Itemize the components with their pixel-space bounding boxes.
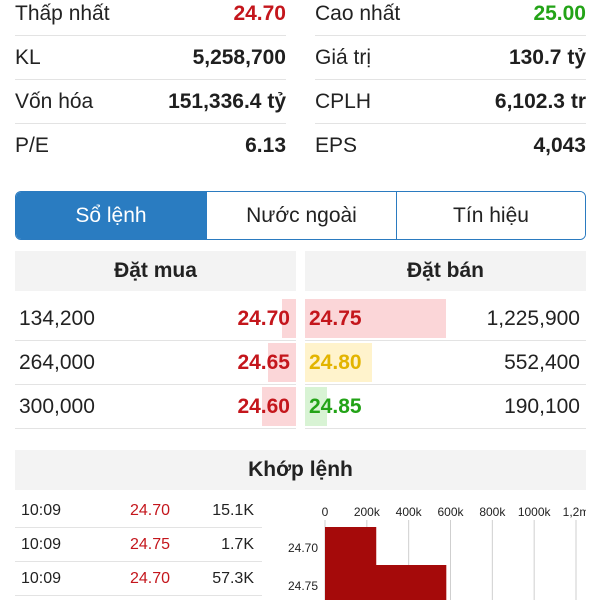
order-volume: 134,200 [19,306,95,330]
order-price: 24.65 [237,350,290,374]
stat-label: Giá trị [315,45,372,69]
trade-price: 24.70 [130,501,171,519]
x-tick-label: 1,2m [563,505,586,519]
matched-orders-header: Khớp lệnh [15,450,586,490]
volume-bar [325,565,447,600]
trade-time: 10:09 [21,501,62,519]
stat-value: 6,102.3 tr [494,89,586,113]
depth-bar [305,299,446,338]
trade-volume: 15.1K [212,501,254,519]
x-tick-label: 600k [437,505,464,519]
x-tick-label: 200k [354,505,381,519]
stat-label: Cao nhất [315,1,401,25]
stat-volume: KL 5,258,700 [15,36,286,80]
stat-value: 24.70 [233,1,286,25]
sell-orders-header: Đặt bán [305,251,586,291]
trade-volume: 1.7K [221,535,254,553]
order-price: 24.75 [309,306,362,330]
depth-bar [262,387,296,426]
stat-value: 130.7 tỷ [508,45,586,69]
trade-row: 10:09 24.70 15.1K [15,494,262,528]
trade-row: 10:09 24.75 1.7K [15,528,262,562]
price-label: 24.75 [288,579,318,593]
stat-high: Cao nhất 25.00 [315,0,586,36]
stat-value: 151,336.4 tỷ [168,89,286,113]
volume-by-price-chart: 0 200k 400k 600k 800k 1000k 1,2m 24.70 24.75 [288,505,586,600]
depth-bar [305,343,373,382]
order-volume: 552,400 [504,350,580,374]
stat-value: 4,043 [533,134,586,157]
depth-bar [305,387,328,426]
order-volume: 300,000 [19,394,95,418]
stat-value: 6.13 [245,134,286,157]
stat-value: 25.00 [533,1,586,25]
trade-price: 24.75 [130,535,171,553]
stat-value: 5,258,700 [192,45,286,69]
order-price: 24.70 [237,306,290,330]
trade-time: 10:09 [21,535,62,553]
stat-label: Thấp nhất [15,1,110,25]
tab-order-book[interactable]: Sổ lệnh [16,192,206,239]
volume-bar [325,527,377,567]
x-tick-label: 400k [396,505,423,519]
tab-signals[interactable]: Tín hiệu [396,192,585,239]
depth-bar [281,299,296,338]
stat-label: CPLH [315,89,372,113]
order-price: 24.80 [309,350,362,374]
trade-time: 10:09 [21,569,62,587]
sell-order-row[interactable]: 24.85 190,100 [305,385,586,429]
stat-label: EPS [315,134,358,157]
stat-value-traded: Giá trị 130.7 tỷ [315,36,586,80]
order-price: 24.60 [237,394,290,418]
buy-order-row[interactable]: 300,000 24.60 [15,385,296,429]
stat-eps: EPS 4,043 [315,124,586,168]
price-label: 24.70 [288,541,318,555]
sell-order-row[interactable]: 24.80 552,400 [305,341,586,385]
trade-price: 24.70 [130,569,171,587]
order-price: 24.85 [309,394,362,418]
tab-foreign[interactable]: Nước ngoài [206,192,396,239]
stat-label: P/E [15,134,49,157]
x-tick-label: 800k [479,505,506,519]
order-volume: 190,100 [504,394,580,418]
trade-volume: 57.3K [212,569,254,587]
trade-row: 10:09 24.70 57.3K [15,562,262,596]
stat-low: Thấp nhất 24.70 [15,0,286,36]
stat-outstanding-shares: CPLH 6,102.3 tr [315,80,586,124]
stat-label: KL [15,45,41,69]
x-tick-label: 1000k [518,505,552,519]
stat-pe: P/E 6.13 [15,124,286,168]
buy-order-row[interactable]: 264,000 24.65 [15,341,296,385]
x-tick-label: 0 [322,505,329,519]
order-volume: 1,225,900 [486,306,580,330]
buy-orders-header: Đặt mua [15,251,296,291]
sell-order-row[interactable]: 24.75 1,225,900 [305,297,586,341]
stat-label: Vốn hóa [15,89,94,113]
tab-bar: Sổ lệnh Nước ngoài Tín hiệu [15,191,586,240]
stat-market-cap: Vốn hóa 151,336.4 tỷ [15,80,286,124]
depth-bar [267,343,296,382]
buy-order-row[interactable]: 134,200 24.70 [15,297,296,341]
order-volume: 264,000 [19,350,95,374]
